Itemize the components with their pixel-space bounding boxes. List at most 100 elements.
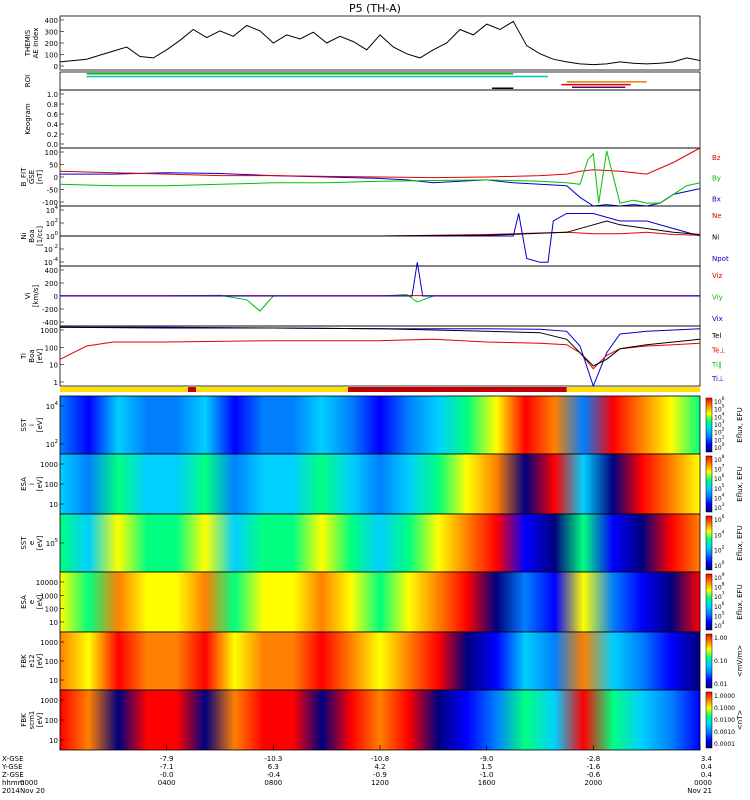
y-axis-label: NiBoa[1/cc] (20, 226, 44, 246)
colorbar-tick: 102 (714, 427, 725, 437)
y-axis-label: SSTi[eV] (20, 417, 44, 432)
series-vi-0 (60, 293, 700, 312)
series-ti-2 (59, 326, 701, 367)
legend-Ti⊥: Ti⊥ (711, 375, 724, 383)
y-tick-label: 10 (49, 677, 58, 685)
colorbar-tick: 106 (714, 473, 725, 483)
ephemeris-value: 3.4 (701, 755, 713, 763)
ephemeris-value: -0.4 (266, 771, 280, 779)
legend-Ni: Ni (712, 234, 719, 242)
panel-frame (59, 89, 701, 149)
colorbar-tick: 106 (714, 514, 725, 524)
colorbar-tick: 100 (714, 560, 725, 570)
legend-Ti∥: Ti∥ (711, 361, 722, 369)
y-tick-label: 1000 (40, 639, 58, 647)
legend-Viz: Viz (712, 272, 723, 280)
ephemeris-value: Nov 21 (687, 787, 712, 795)
colorbar-tick: 107 (714, 464, 725, 474)
ephemeris-value: -7.9 (160, 755, 174, 763)
ephemeris-value: 0400 (158, 779, 176, 787)
ephemeris-value: -7.1 (160, 763, 174, 771)
ephemeris-value: 6.3 (268, 763, 279, 771)
y-tick-label: 100 (45, 344, 58, 352)
spectrogram-image (60, 514, 700, 572)
legend-By: By (712, 175, 721, 183)
y-tick-label: 100 (45, 658, 58, 666)
flag-bar-segment (188, 387, 196, 392)
flag-bar-segment (348, 387, 567, 392)
ephemeris-row-label: hhmm (2, 779, 25, 787)
spectrogram-image (60, 632, 700, 690)
colorbar-label: Eflux, EFU (736, 525, 744, 560)
y-tick-label: 10-2 (44, 244, 58, 254)
y-tick-label: 0 (54, 174, 58, 182)
colorbar-tick: 105 (714, 404, 725, 414)
series-ae-0 (59, 20, 701, 66)
colorbar (705, 573, 713, 631)
y-axis-label: Vi[km/s] (24, 285, 40, 308)
y-tick-label: 0.8 (47, 101, 58, 109)
y-axis-label: ESAi[eV] (20, 476, 44, 491)
series-bfit-2 (59, 150, 701, 204)
colorbar (705, 633, 713, 689)
ephemeris-value: 0000 (694, 779, 712, 787)
y-tick-label: 1000 (40, 461, 58, 469)
y-tick-label: 1 (54, 379, 58, 387)
colorbar (705, 455, 713, 513)
y-axis-label: Keogram (24, 103, 32, 134)
series-ni-0 (60, 213, 701, 263)
colorbar (705, 691, 713, 749)
colorbar-tick: 105 (714, 483, 725, 493)
ephemeris-value: -10.3 (264, 755, 282, 763)
y-tick-label: 102 (46, 218, 58, 228)
series-vi-2 (60, 262, 700, 297)
ephemeris-value: -9.0 (480, 755, 494, 763)
ephemeris-value: 0.4 (701, 771, 713, 779)
ephemeris-row-label: 2014 (2, 787, 20, 795)
y-tick-label: 1.0 (47, 91, 58, 99)
ephemeris-value: 1200 (371, 779, 389, 787)
ephemeris-value: 0.4 (701, 763, 713, 771)
series-ni-1 (60, 231, 701, 237)
y-tick-label: 0 (54, 293, 58, 301)
y-tick-label: 102 (46, 439, 58, 449)
y-tick-label: -400 (42, 319, 58, 327)
ephemeris-value: -1.6 (586, 763, 600, 771)
y-tick-label: 10000 (36, 579, 58, 587)
series-ti-1 (59, 338, 701, 370)
colorbar-tick: 0.0100 (714, 717, 735, 724)
ephemeris-value: -0.6 (586, 771, 600, 779)
y-tick-label: 100 (46, 231, 58, 241)
y-tick-label: 100 (45, 606, 58, 614)
y-tick-label: 0.4 (47, 121, 59, 129)
spectrogram-fbk_b: 1000 100 10 FBKscm1[eV] 1.0000 0.1000 0.0100 0.… (20, 689, 744, 751)
panel-bfit: 100 50 0 -50 -100 B_FITGSE[nT] Bz By Bx (20, 147, 721, 207)
quality-bar (60, 387, 700, 392)
colorbar-tick: 104 (714, 411, 725, 421)
colorbar-tick: 108 (714, 582, 725, 592)
colorbar-tick: 107 (714, 591, 725, 601)
y-tick-label: 400 (45, 17, 58, 25)
spectrogram-image (60, 454, 700, 514)
ephemeris-value: -2.8 (586, 755, 600, 763)
y-tick-label: 10 (49, 619, 58, 627)
colorbar-tick: 104 (714, 492, 725, 502)
colorbar (705, 515, 713, 571)
y-tick-label: 400 (45, 267, 58, 275)
y-axis-label: B_FITGSE[nT] (20, 167, 44, 186)
colorbar-label: <mV/m> (736, 645, 744, 678)
y-axis-label: TiBoa[eV] (20, 348, 44, 363)
ephemeris-value: 0800 (264, 779, 282, 787)
y-axis-label: THEMISAE Index (24, 28, 40, 59)
colorbar-label: <nT> (736, 710, 744, 731)
y-tick-label: 105 (46, 538, 58, 548)
spectrogram-fbk_e12: 1000 100 10 FBKe12[eV] 1.00 0.10 0.01 <mV/m> (20, 631, 744, 691)
colorbar-tick: 104 (714, 529, 725, 539)
legend-Npot: Npot (712, 255, 729, 263)
colorbar-tick: 103 (714, 419, 725, 429)
colorbar-tick: 104 (714, 620, 725, 630)
y-tick-label: 1000 (40, 592, 58, 600)
